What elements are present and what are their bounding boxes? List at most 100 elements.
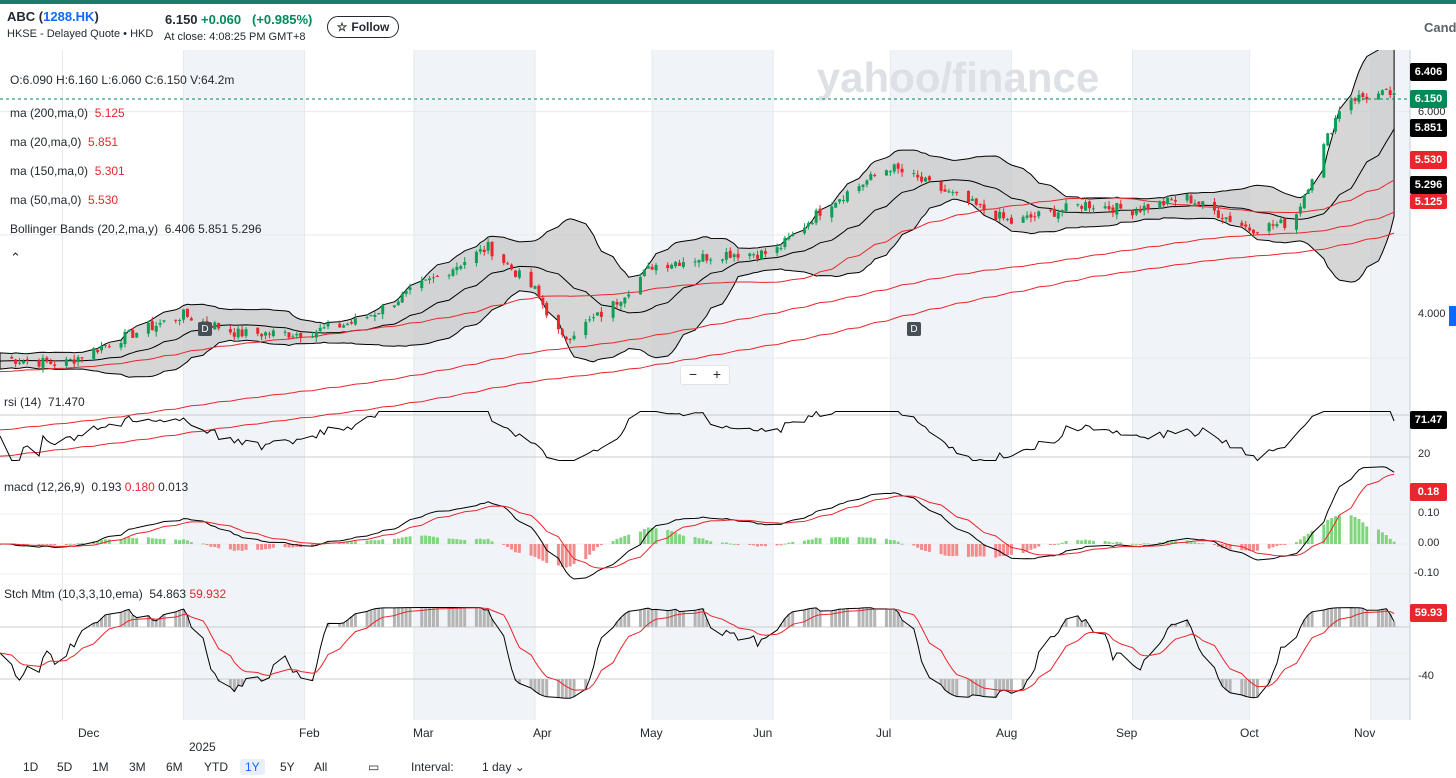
- dividend-marker[interactable]: D: [907, 322, 921, 336]
- legend-rsi[interactable]: rsi (14) 71.470: [4, 395, 85, 409]
- macd-histogram-bar: [1349, 515, 1353, 544]
- candle-body: [615, 301, 619, 305]
- macd-line: [0, 466, 1395, 580]
- range-1m[interactable]: 1M: [92, 760, 109, 774]
- stoch-overbought-fill: [428, 607, 432, 627]
- stoch-overbought-fill: [884, 608, 888, 627]
- candle-body: [1060, 210, 1064, 212]
- macd-histogram-bar: [1279, 544, 1283, 545]
- macd-histogram-bar: [295, 544, 299, 547]
- range-5d[interactable]: 5D: [57, 760, 73, 774]
- macd-histogram-bar: [666, 529, 670, 544]
- stoch-overbought-fill: [490, 619, 494, 627]
- follow-button[interactable]: ☆ Follow: [327, 16, 399, 38]
- stoch-overbought-fill: [697, 609, 701, 627]
- chart-canvas[interactable]: yahoo/finance: [0, 50, 1456, 754]
- candle-body: [182, 309, 186, 320]
- legend-stoch[interactable]: Stch Mtm (10,3,3,10,ema) 54.863 59.932: [4, 587, 227, 601]
- panel-resize-handle[interactable]: [1449, 306, 1456, 326]
- ticker-link[interactable]: 1288.HK: [43, 9, 95, 24]
- chart-type-selector[interactable]: Cand: [1424, 20, 1456, 35]
- stoch-overbought-fill: [1380, 609, 1384, 627]
- legend-ma200[interactable]: ma (200,ma,0) 5.125: [10, 106, 125, 120]
- candle-body: [283, 331, 287, 333]
- macd-histogram-bar: [728, 543, 732, 545]
- candle-body: [1306, 189, 1310, 195]
- macd-histogram-bar: [638, 531, 642, 544]
- candle-body: [763, 251, 767, 254]
- candle-body: [1302, 195, 1306, 209]
- legend-ma50[interactable]: ma (50,ma,0) 5.530: [10, 193, 119, 207]
- calendar-icon[interactable]: ▭: [368, 760, 380, 774]
- top-accent-bar: [0, 0, 1456, 4]
- stoch-overbought-fill: [486, 609, 490, 627]
- macd-histogram-bar: [1052, 544, 1056, 545]
- candle-body: [314, 331, 318, 338]
- stoch-oversold-fill: [1228, 679, 1232, 693]
- candle-body: [1216, 210, 1220, 218]
- zoom-out-button[interactable]: −: [688, 366, 698, 382]
- macd-histogram-bar: [349, 541, 353, 544]
- legend-ma150[interactable]: ma (150,ma,0) 5.301: [10, 164, 125, 178]
- stoch-oversold-fill: [998, 679, 1002, 692]
- macd-histogram-bar: [732, 543, 736, 545]
- macd-histogram-bar: [1357, 518, 1361, 544]
- macd-histogram-bar: [45, 544, 49, 545]
- range-ytd[interactable]: YTD: [204, 760, 228, 774]
- stoch-overbought-fill: [353, 613, 357, 627]
- range-5y[interactable]: 5Y: [280, 760, 295, 774]
- legend-macd[interactable]: macd (12,26,9) 0.193 0.180 0.013: [4, 480, 189, 494]
- ma200-line: [0, 232, 1395, 457]
- candle-body: [150, 321, 154, 330]
- candle-body: [1162, 201, 1166, 206]
- candle-body: [1158, 201, 1162, 209]
- stoch-overbought-fill: [404, 607, 408, 627]
- macd-histogram-bar: [611, 541, 615, 544]
- stoch-overbought-fill: [119, 612, 123, 627]
- candle-body: [189, 318, 193, 321]
- macd-histogram-bar: [701, 538, 705, 544]
- range-1d[interactable]: 1D: [23, 760, 39, 774]
- stoch-overbought-fill: [1388, 614, 1392, 627]
- macd-histogram-bar: [857, 537, 861, 544]
- macd-histogram-bar: [791, 541, 795, 544]
- range-all[interactable]: All: [314, 760, 328, 774]
- macd-histogram-bar: [670, 531, 674, 544]
- stoch-overbought-fill: [463, 607, 467, 627]
- macd-histogram-bar: [681, 535, 685, 544]
- range-3m[interactable]: 3M: [129, 760, 146, 774]
- macd-histogram-bar: [119, 539, 123, 544]
- macd-histogram-bar: [1107, 541, 1111, 544]
- candle-body: [783, 237, 787, 247]
- candle-body: [264, 332, 268, 336]
- legend-ma20[interactable]: ma (20,ma,0) 5.851: [10, 135, 119, 149]
- legend-bollinger[interactable]: Bollinger Bands (20,2,ma,y) 6.406 5.851 …: [10, 222, 262, 236]
- legend-collapse-chevron-icon[interactable]: ⌃: [10, 250, 21, 265]
- stoch-overbought-fill: [1353, 607, 1357, 627]
- candle-body: [966, 190, 970, 203]
- price-axis-label: 6.000: [1418, 106, 1446, 118]
- stoch-oversold-fill: [564, 679, 568, 699]
- candle-body: [1334, 117, 1338, 132]
- zoom-in-button[interactable]: +: [712, 366, 722, 382]
- candle-body: [428, 278, 432, 281]
- macd-histogram-bar: [1138, 544, 1142, 545]
- stoch-oversold-fill: [236, 679, 240, 686]
- macd-histogram-bar: [888, 539, 892, 544]
- stoch-overbought-fill: [869, 607, 873, 627]
- range-6m[interactable]: 6M: [166, 760, 183, 774]
- macd-histogram-bar: [1115, 541, 1119, 544]
- stoch-overbought-fill: [681, 611, 685, 627]
- macd-histogram-bar: [185, 540, 189, 544]
- macd-histogram-bar: [506, 544, 510, 547]
- interval-dropdown[interactable]: 1 day ⌄: [482, 760, 525, 774]
- price-change-percent: (+0.985%): [252, 12, 313, 27]
- macd-histogram-bar: [896, 541, 900, 544]
- dividend-marker[interactable]: D: [198, 322, 212, 336]
- stoch-overbought-fill: [638, 609, 642, 627]
- candle-body: [834, 202, 838, 208]
- candle-body: [1330, 132, 1334, 134]
- stoch-overbought-fill: [838, 609, 842, 627]
- macd-histogram-bar: [1029, 544, 1033, 550]
- range-1y[interactable]: 1Y: [240, 759, 265, 775]
